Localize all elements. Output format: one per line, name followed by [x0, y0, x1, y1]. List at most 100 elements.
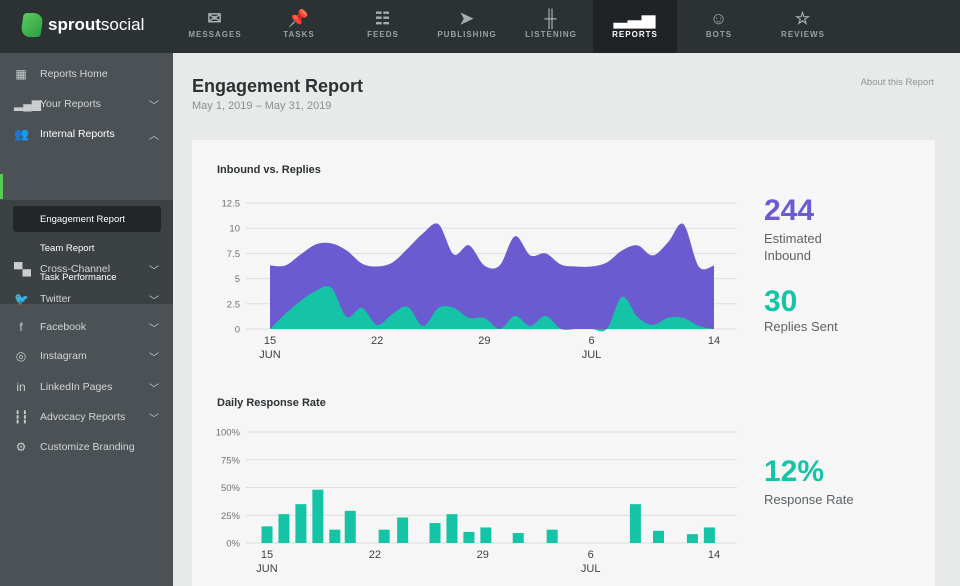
- inbound-label-line1: Estimated: [764, 231, 822, 246]
- response-rate-bar: [295, 504, 307, 543]
- sidebar-item-facebook[interactable]: f Facebook ﹀: [0, 313, 173, 341]
- sidebar-item-advocacy-reports[interactable]: ┇┇ Advocacy Reports ﹀: [0, 403, 173, 431]
- response-rate-bar: [329, 529, 341, 543]
- sidebar-item-internal-reports[interactable]: 👥 Internal Reports ︿: [0, 120, 173, 148]
- inbound-label-line2: Inbound: [764, 248, 811, 263]
- y-tick-label: 25%: [221, 511, 241, 522]
- brand-name-bold: sprout: [48, 15, 101, 34]
- nav-label: REVIEWS: [781, 30, 825, 39]
- gear-icon: ⚙: [15, 440, 27, 454]
- inbound-vs-replies-title: Inbound vs. Replies: [217, 164, 321, 176]
- nav-label: FEEDS: [367, 30, 399, 39]
- chevron-up-icon[interactable]: ︿: [149, 130, 159, 142]
- x-tick-label: 22: [369, 549, 381, 561]
- x-tick-label: 14: [708, 335, 720, 347]
- x-tick-label: 14: [708, 549, 720, 561]
- nav-publishing[interactable]: ➤ PUBLISHING: [425, 0, 509, 53]
- chevron-down-icon[interactable]: ﹀: [149, 100, 159, 112]
- chevron-down-icon[interactable]: ﹀: [149, 383, 159, 395]
- advocacy-icon: ┇┇: [14, 410, 29, 424]
- x-tick-month: JUL: [581, 563, 601, 575]
- y-tick-label: 5: [235, 274, 240, 285]
- y-tick-label: 10: [229, 224, 240, 235]
- response-rate-bar: [463, 531, 475, 543]
- sprout-social-logo[interactable]: sproutsocial: [20, 13, 145, 37]
- y-tick-label: 100%: [216, 428, 241, 439]
- bar-chart-icon: ▂▃▅: [613, 9, 657, 28]
- sidebar-item-label: LinkedIn Pages: [40, 381, 113, 393]
- nav-bots[interactable]: ☺ BOTS: [677, 0, 761, 53]
- y-tick-label: 75%: [221, 455, 241, 466]
- sidebar-item-label: Internal Reports: [40, 128, 115, 140]
- sidebar-item-reports-home[interactable]: ▦ Reports Home: [0, 60, 173, 88]
- nav-label: LISTENING: [525, 30, 577, 39]
- chevron-down-icon[interactable]: ﹀: [149, 323, 159, 335]
- sidebar-item-twitter[interactable]: 🐦 Twitter ﹀: [0, 285, 173, 313]
- nav-label: BOTS: [705, 30, 733, 39]
- nav-label: PUBLISHING: [437, 30, 497, 39]
- x-tick-month: JUL: [582, 349, 602, 361]
- sidebar-item-linkedin-pages[interactable]: in LinkedIn Pages ﹀: [0, 373, 173, 401]
- robot-icon: ☺: [709, 9, 729, 28]
- response-rate-bar: [261, 526, 273, 543]
- sidebar-item-your-reports[interactable]: ▂▄▆ Your Reports ﹀: [0, 90, 173, 118]
- sidebar-item-label: Your Reports: [40, 98, 101, 110]
- response-rate-bar: [378, 529, 390, 543]
- response-rate-bar: [703, 527, 715, 543]
- submenu-item-task-performance[interactable]: Task Performance: [40, 271, 117, 283]
- response-rate-bar: [397, 517, 409, 543]
- waveform-icon: ╫: [544, 9, 558, 28]
- sidebar-item-cross-channel[interactable]: ▀▄ Cross-Channel ﹀: [0, 255, 173, 283]
- nav-reports[interactable]: ▂▃▅ REPORTS: [593, 0, 677, 53]
- about-report-link[interactable]: About this Report: [860, 77, 934, 88]
- internal-reports-submenu: Engagement Report Team Report Task Perform…: [0, 200, 173, 304]
- linkedin-icon: in: [16, 380, 26, 394]
- response-rate-bar: [629, 504, 641, 543]
- grid-icon: ▦: [15, 67, 27, 81]
- estimated-inbound-label: Estimated Inbound: [764, 230, 822, 264]
- y-tick-label: 50%: [221, 483, 241, 494]
- nav-tasks[interactable]: 📌 TASKS: [257, 0, 341, 53]
- sidebar: Engagement Report Team Report Task Perform…: [0, 53, 173, 586]
- x-tick-label: 6: [588, 549, 594, 561]
- sidebar-item-label: Twitter: [40, 293, 71, 305]
- y-tick-label: 7.5: [227, 249, 240, 260]
- chevron-down-icon[interactable]: ﹀: [149, 413, 159, 425]
- response-rate-bar: [653, 530, 665, 543]
- nav-reviews[interactable]: ☆ REVIEWS: [761, 0, 845, 53]
- submenu-item-team-report[interactable]: Team Report: [40, 242, 95, 254]
- paper-plane-icon: ➤: [459, 9, 475, 28]
- chevron-down-icon[interactable]: ﹀: [149, 352, 159, 364]
- nav-label: REPORTS: [612, 30, 658, 39]
- sidebar-item-instagram[interactable]: ◎ Instagram ﹀: [0, 342, 173, 370]
- sidebar-item-label: Instagram: [40, 350, 87, 362]
- chevron-down-icon[interactable]: ﹀: [149, 265, 159, 277]
- response-rate-bar: [429, 523, 441, 543]
- brand-name-light: social: [100, 15, 145, 34]
- nav-label: TASKS: [283, 30, 315, 39]
- top-navigation-bar: sproutsocial ✉ MESSAGES 📌 TASKS ☷ FEEDS ➤ PUBLI…: [0, 0, 960, 53]
- chevron-down-icon[interactable]: ﹀: [149, 295, 159, 307]
- x-tick-label: 6: [588, 335, 594, 347]
- response-rate-bar: [512, 533, 524, 543]
- daily-response-rate-title: Daily Response Rate: [217, 397, 326, 409]
- response-rate-bar: [344, 510, 356, 543]
- nav-label: MESSAGES: [188, 30, 242, 39]
- x-tick-label: 15: [264, 335, 276, 347]
- response-rate-bar: [480, 527, 492, 543]
- date-range[interactable]: May 1, 2019 – May 31, 2019: [192, 100, 332, 112]
- nav-listening[interactable]: ╫ LISTENING: [509, 0, 593, 53]
- active-section-indicator: [0, 174, 3, 199]
- area-series-inbound: [270, 223, 714, 329]
- sidebar-item-customize-branding[interactable]: ⚙ Customize Branding: [0, 433, 173, 461]
- y-tick-label: 12.5: [222, 199, 241, 210]
- nav-feeds[interactable]: ☷ FEEDS: [341, 0, 425, 53]
- envelope-icon: ✉: [207, 9, 223, 28]
- submenu-item-engagement-report[interactable]: Engagement Report: [13, 206, 161, 232]
- nav-messages[interactable]: ✉ MESSAGES: [173, 0, 257, 53]
- sidebar-item-label: Advocacy Reports: [40, 411, 126, 423]
- facebook-icon: f: [19, 320, 23, 334]
- x-tick-label: 29: [478, 335, 490, 347]
- y-tick-label: 0: [235, 325, 240, 336]
